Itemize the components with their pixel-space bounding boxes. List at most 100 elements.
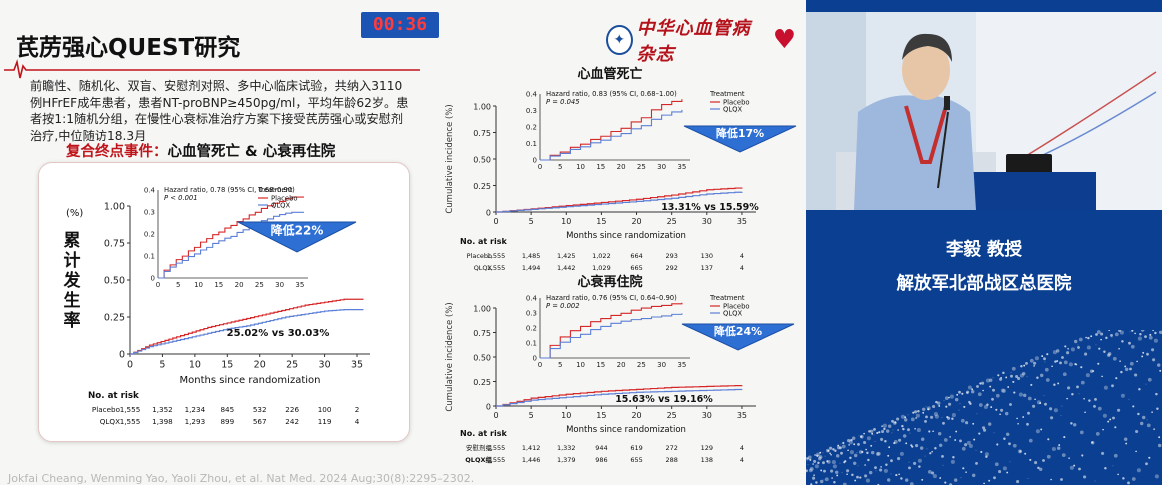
decorative-dot	[984, 452, 989, 457]
decorative-dot	[1077, 344, 1079, 346]
decorative-dot	[1066, 351, 1070, 355]
decorative-dot	[978, 432, 981, 435]
risk-table-cell: 1,352	[152, 405, 173, 414]
decorative-dot	[976, 385, 979, 388]
decorative-dot	[847, 449, 849, 452]
decorative-dot	[1068, 457, 1070, 459]
decorative-dot	[930, 415, 934, 419]
decorative-dot	[865, 448, 867, 451]
decorative-dot	[1059, 361, 1062, 365]
decorative-dot	[834, 449, 837, 453]
decorative-dot	[949, 436, 951, 438]
decorative-dot	[1029, 358, 1034, 363]
inset-series-line-qlqx	[540, 313, 683, 359]
risk-table-cell: 1,379	[557, 456, 576, 464]
decorative-dot	[863, 440, 867, 445]
comparison-label: 25.02% vs 30.03%	[227, 328, 330, 339]
decorative-dot	[817, 456, 822, 461]
decorative-dot	[874, 440, 876, 443]
y-tick-label: 1.00	[473, 305, 491, 314]
risk-table-cell: 1,029	[592, 264, 611, 272]
heart-logo-icon: ♥	[772, 25, 796, 55]
x-tick-label: 25	[667, 411, 677, 420]
decorative-dot	[1100, 338, 1102, 341]
y-tick-label: 0.25	[473, 182, 491, 191]
citation: Jokfai Cheang, Wenming Yao, Yaoli Zhou, …	[8, 472, 475, 485]
y-tick-label: 0	[119, 350, 125, 361]
reduction-arrow-icon	[681, 323, 795, 351]
y-tick-label: 0.75	[473, 129, 491, 138]
decorative-dot	[832, 464, 837, 469]
decorative-dot	[959, 403, 961, 405]
decorative-dot	[1094, 398, 1097, 401]
decorative-dot	[934, 414, 939, 419]
reduction-label: 降低22%	[271, 223, 324, 238]
decorative-dot	[846, 469, 850, 473]
decorative-dot	[1018, 392, 1023, 397]
decorative-dot	[1151, 411, 1153, 413]
decorative-dot	[1070, 422, 1073, 425]
inset-y-tick-label: 0.1	[526, 140, 537, 148]
inset-y-tick-label: 0	[151, 275, 155, 283]
inset-x-tick-label: 35	[677, 163, 686, 171]
decorative-dot	[1111, 336, 1113, 338]
decorative-dot	[1148, 456, 1151, 459]
x-tick-label: 35	[351, 360, 363, 371]
decorative-dot	[1064, 345, 1067, 348]
decorative-dot	[1056, 360, 1059, 362]
decorative-dot	[869, 429, 874, 434]
decorative-dot	[917, 458, 922, 463]
p-value-label: P = 0.045	[546, 98, 580, 106]
decorative-dot	[1111, 384, 1114, 388]
decorative-dot	[842, 482, 847, 485]
x-tick-label: 35	[737, 411, 747, 420]
y-tick-label: 0.50	[104, 276, 125, 287]
decorative-dot	[807, 464, 809, 466]
decorative-dot	[1158, 330, 1162, 335]
decorative-dot	[938, 443, 943, 448]
y-tick-label: 0.50	[473, 354, 491, 363]
reduction-label: 降低24%	[714, 324, 762, 338]
decorative-dot	[885, 429, 890, 433]
decorative-dot	[915, 417, 917, 419]
decorative-dot	[893, 440, 898, 444]
hazard-ratio-label: Hazard ratio, 0.83 (95% CI, 0.68–1.00)	[546, 90, 677, 98]
decorative-dot	[925, 415, 928, 419]
x-tick-label: 5	[529, 217, 534, 226]
decorative-dot	[899, 451, 904, 456]
x-tick-label: 35	[737, 217, 747, 226]
risk-table-cell: 4	[355, 417, 360, 426]
decorative-dot	[918, 465, 921, 468]
decorative-dot	[1127, 481, 1130, 485]
decorative-dot	[1042, 459, 1045, 462]
decorative-dot	[1000, 388, 1005, 393]
decorative-dot	[1066, 397, 1068, 400]
decorative-dot	[851, 473, 854, 477]
decorative-dot	[1030, 383, 1033, 386]
legend-title: Treatment	[709, 294, 745, 302]
decorative-dot	[1019, 373, 1024, 378]
decorative-dot	[1075, 363, 1078, 366]
decorative-dot	[1096, 330, 1101, 334]
decorative-dot	[827, 449, 830, 452]
decorative-dot	[1028, 438, 1033, 443]
risk-table-cell: 4	[740, 444, 744, 452]
decorative-dot	[1123, 437, 1128, 441]
hazard-ratio-label: Hazard ratio, 0.76 (95% CI, 0.64–0.90)	[546, 294, 677, 302]
x-tick-label: 30	[702, 411, 712, 420]
series-line-placebo	[496, 385, 743, 407]
decorative-dot	[995, 393, 1000, 398]
decorative-dot	[1026, 376, 1028, 378]
decorative-dot	[931, 471, 935, 475]
decorative-dot	[938, 404, 941, 407]
risk-table-cell: 1,234	[185, 405, 206, 414]
decorative-dot	[890, 459, 893, 463]
series-line-qlqx	[130, 309, 364, 355]
risk-table-cell: 2	[355, 405, 360, 414]
university-seal-icon: ✦	[606, 25, 633, 55]
y-tick-label: 0	[486, 209, 491, 218]
decorative-dot	[1102, 428, 1104, 431]
series-line-qlqx	[496, 191, 743, 213]
decorative-dot	[1078, 337, 1083, 342]
decorative-dot	[985, 378, 990, 383]
